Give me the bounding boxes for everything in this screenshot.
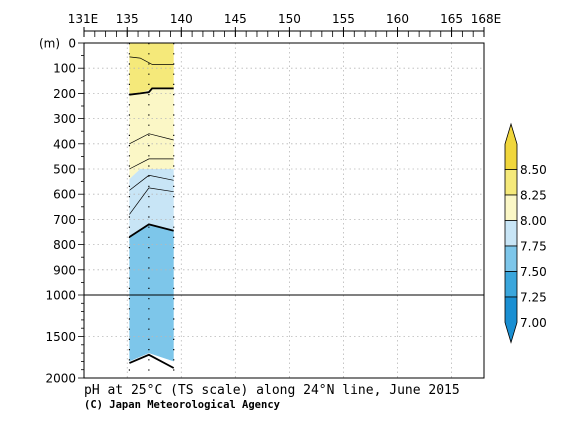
colorbar-label: 7.00 — [520, 316, 547, 330]
y-tick-label: 800 — [53, 238, 76, 252]
contour-lines-layer — [128, 56, 175, 369]
x-tick-label: 165 — [440, 12, 463, 26]
contour-band-7.50-7.75 — [129, 224, 174, 362]
contour-line-3 — [129, 133, 174, 145]
x-tick-label: 135 — [116, 12, 139, 26]
y-tick-label: 300 — [53, 112, 76, 126]
y-axis-label: (m) — [39, 37, 60, 51]
contour-band-7.75-8.00 — [129, 169, 174, 237]
contour-band-8.00-8.25 — [129, 88, 174, 180]
contour-line-5 — [129, 174, 174, 191]
y-tick-label: 900 — [53, 263, 76, 277]
colorbar-band-8.25 — [504, 169, 518, 196]
x-tick-label: 150 — [278, 12, 301, 26]
plot-frame — [83, 42, 485, 379]
colorbar-label: 8.50 — [520, 163, 547, 177]
y-tick-label: 2000 — [45, 372, 76, 386]
contour-line-7 — [128, 223, 174, 238]
axes-layer — [78, 27, 485, 379]
colorbar-label: 8.00 — [520, 214, 547, 228]
colorbar-label: 7.50 — [520, 265, 547, 279]
colorbar-label: 7.25 — [520, 291, 547, 305]
colorbar-band-7.75 — [504, 220, 518, 247]
contour-line-2 — [129, 87, 174, 96]
colorbar-band-8.00 — [504, 194, 518, 221]
x-tick-label: 155 — [332, 12, 355, 26]
contour-line-6 — [129, 187, 174, 215]
x-tick-label: 145 — [224, 12, 247, 26]
x-tick-label: 168E — [471, 12, 502, 26]
y-tick-label: 700 — [53, 213, 76, 227]
contour-band-8.25-8.50 — [129, 43, 174, 95]
contour-line-1 — [129, 56, 174, 65]
y-tick-label: 1000 — [45, 289, 76, 303]
colorbar-label: 8.25 — [520, 189, 547, 203]
x-tick-label: 140 — [170, 12, 193, 26]
y-tick-label: 400 — [53, 137, 76, 151]
y-tick-label: 1500 — [45, 330, 76, 344]
colorbar-band-8.50 — [504, 122, 518, 170]
colorbar: 8.50 8.25 8.00 7.75 7.50 7.25 7.00 — [504, 122, 547, 344]
colorbar-label: 7.75 — [520, 240, 547, 254]
x-tick-label: 131E — [68, 12, 99, 26]
colorbar-band-7.50 — [504, 245, 518, 272]
contour-line-4 — [129, 158, 174, 170]
y-tick-label: 200 — [53, 87, 76, 101]
y-tick-label: 500 — [53, 163, 76, 177]
colorbar-band-7.25 — [504, 271, 518, 298]
contour-fill-layer — [129, 43, 174, 362]
chart-title: pH at 25°C (TS scale) along 24°N line, J… — [84, 383, 460, 398]
x-tick-label: 160 — [386, 12, 409, 26]
grid-layer — [84, 43, 484, 378]
y-tick-label: 600 — [53, 188, 76, 202]
chart-credit: (C) Japan Meteorological Agency — [84, 399, 281, 411]
labels-layer: (m) pH at 25°C (TS scale) along 24°N lin… — [39, 12, 501, 411]
colorbar-band-7.00 — [504, 296, 518, 344]
contour-line-8 — [129, 353, 175, 369]
y-tick-label: 0 — [68, 37, 76, 51]
y-tick-label: 100 — [53, 62, 76, 76]
